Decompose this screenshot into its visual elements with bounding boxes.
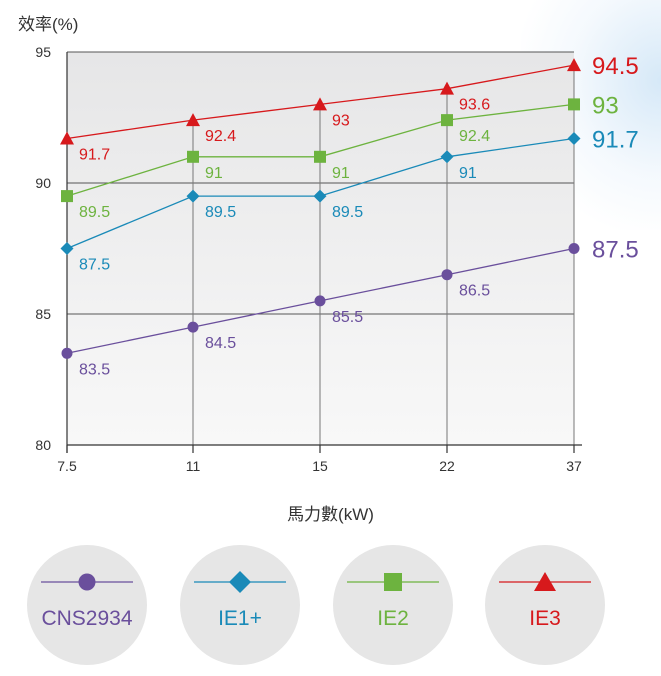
data-label-CNS2934-22: 86.5	[459, 283, 490, 300]
data-label-IE3-22: 93.6	[459, 97, 490, 114]
point-IE3-11	[186, 113, 200, 127]
data-label-IE2-7.5: 89.5	[79, 204, 110, 221]
data-label-IE2-22: 92.4	[459, 128, 490, 145]
point-CNS2934-15	[314, 295, 326, 307]
point-IE2-15	[314, 150, 326, 163]
legend-label-cns2934: CNS2934	[41, 607, 133, 630]
point-IE3-22	[440, 81, 454, 95]
x-tick-label-15: 15	[312, 458, 328, 474]
end-label-IE3: 94.5	[592, 53, 639, 80]
point-IE2-7.5	[61, 190, 73, 203]
legend-item-cns2934: CNS2934	[27, 545, 147, 665]
legend-item-ie1plus: IE1+	[180, 545, 300, 665]
point-CNS2934-22	[441, 269, 453, 281]
x-tick-label-11: 11	[186, 458, 201, 474]
data-label-IE1+-15: 89.5	[332, 204, 363, 221]
point-IE3-15	[313, 97, 327, 111]
x-tick-label-37: 37	[566, 458, 582, 474]
point-IE2-37	[568, 98, 580, 111]
legend-marker-diamond-icon	[194, 571, 286, 593]
legend: CNS2934 IE1+ IE2 IE3	[0, 545, 661, 670]
point-IE3-37	[567, 58, 581, 72]
legend-label-ie2: IE2	[377, 607, 409, 630]
end-label-CNS2934: 87.5	[592, 237, 639, 264]
point-IE1+-11	[186, 189, 200, 203]
x-tick-label-22: 22	[439, 458, 455, 474]
legend-marker-triangle-icon	[499, 572, 591, 591]
data-label-IE1+-7.5: 87.5	[79, 257, 110, 274]
legend-item-ie3: IE3	[485, 545, 605, 665]
y-axis-title: 效率(%)	[18, 15, 79, 34]
data-label-IE1+-22: 91	[459, 165, 477, 182]
data-label-CNS2934-7.5: 83.5	[79, 361, 110, 378]
point-CNS2934-7.5	[61, 347, 73, 359]
y-tick-label-90: 90	[35, 175, 51, 191]
data-label-CNS2934-15: 85.5	[332, 309, 363, 326]
legend-label-ie3: IE3	[529, 607, 561, 630]
data-label-IE1+-11: 89.5	[205, 204, 236, 221]
x-axis-title: 馬力數(kW)	[287, 505, 374, 524]
point-IE1+-22	[440, 150, 454, 164]
point-CNS2934-37	[568, 243, 580, 254]
data-label-IE3-15: 93	[332, 112, 350, 129]
data-label-IE2-15: 91	[332, 165, 350, 182]
efficiency-line-chart: 80 85 90 95 7.5 11 15 22 37 83.5 84.5 85.5 86.5 87.5 8…	[35, 44, 639, 474]
data-label-IE3-11: 92.4	[205, 128, 236, 145]
y-tick-label-95: 95	[35, 44, 51, 60]
point-IE1+-37	[567, 131, 581, 145]
point-IE1+-15	[313, 189, 327, 203]
end-label-IE1+: 91.7	[592, 126, 639, 153]
data-label-IE3-7.5: 91.7	[79, 146, 110, 163]
point-CNS2934-11	[187, 321, 199, 333]
legend-marker-square-icon	[347, 573, 439, 591]
point-IE3-7.5	[60, 131, 74, 145]
point-IE1+-7.5	[60, 242, 74, 255]
legend-marker-circle-icon	[41, 573, 133, 591]
point-IE2-11	[187, 150, 199, 163]
end-label-IE2: 93	[592, 92, 619, 119]
legend-item-ie2: IE2	[333, 545, 453, 665]
data-label-IE2-11: 91	[205, 165, 223, 182]
y-tick-label-80: 80	[35, 437, 51, 453]
data-label-CNS2934-11: 84.5	[205, 335, 236, 352]
x-tick-label-7.5: 7.5	[57, 458, 77, 474]
point-IE2-22	[441, 114, 453, 127]
y-tick-label-85: 85	[35, 306, 51, 322]
legend-label-ie1plus: IE1+	[218, 607, 262, 630]
